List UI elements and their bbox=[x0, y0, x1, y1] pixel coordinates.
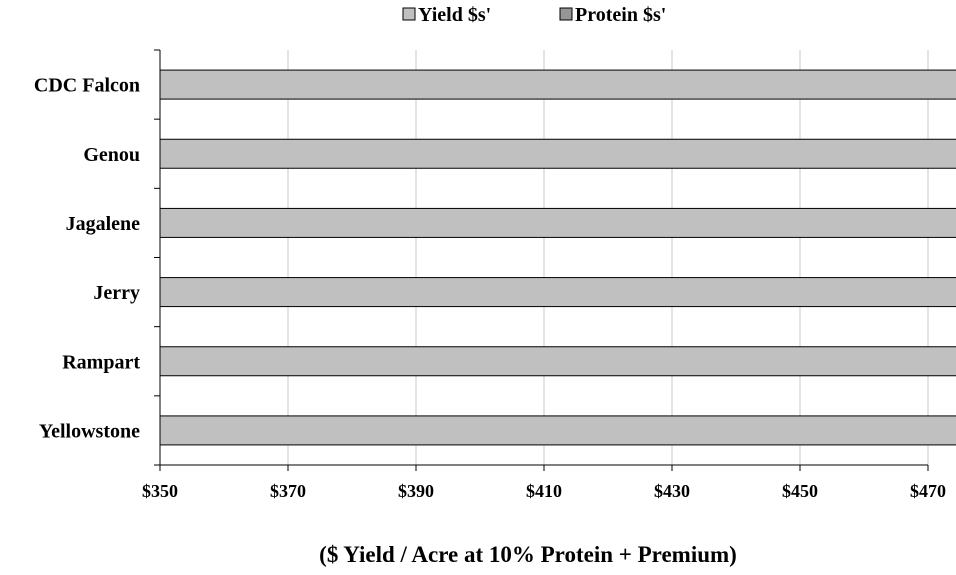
legend: Yield $s' Protein $s' bbox=[402, 4, 666, 26]
x-axis-title: ($ Yield / Acre at 10% Protein + Premium… bbox=[319, 542, 737, 567]
gridlines bbox=[287, 50, 929, 465]
category-label-2: Genou bbox=[83, 144, 140, 166]
bar-yield-3 bbox=[159, 207, 956, 238]
bar-yield-4 bbox=[159, 277, 956, 308]
x-tick-labels: $350 $370 $390 $410 $430 $450 $470 bbox=[142, 481, 946, 501]
bar-yield-5 bbox=[159, 346, 956, 377]
x-tick-label-410: $410 bbox=[526, 481, 562, 501]
x-tick-label-450: $450 bbox=[782, 481, 818, 501]
category-labels: CDC Falcon Genou Jagalene Jerry Rampart Yello… bbox=[34, 75, 140, 443]
bar-yield-1 bbox=[159, 69, 956, 100]
x-tick-label-350: $350 bbox=[142, 481, 178, 501]
category-label-3: Jagalene bbox=[66, 213, 141, 235]
bar-yield-2 bbox=[159, 138, 956, 169]
legend-label-2: Protein $s' bbox=[575, 4, 666, 26]
legend-swatch-2 bbox=[559, 7, 573, 21]
x-tick-label-390: $390 bbox=[398, 481, 434, 501]
legend-swatch-1 bbox=[402, 7, 416, 21]
x-tick-label-430: $430 bbox=[654, 481, 690, 501]
x-tick-label-470: $470 bbox=[910, 481, 946, 501]
bars bbox=[159, 69, 956, 446]
axes bbox=[154, 49, 929, 471]
category-label-4: Jerry bbox=[93, 282, 140, 304]
legend-label-1: Yield $s' bbox=[418, 4, 491, 26]
category-label-5: Rampart bbox=[62, 351, 140, 373]
x-tick-label-370: $370 bbox=[270, 481, 306, 501]
category-label-1: CDC Falcon bbox=[34, 75, 140, 97]
category-label-6: Yellowstone bbox=[39, 420, 140, 442]
bar-yield-6 bbox=[159, 415, 956, 446]
